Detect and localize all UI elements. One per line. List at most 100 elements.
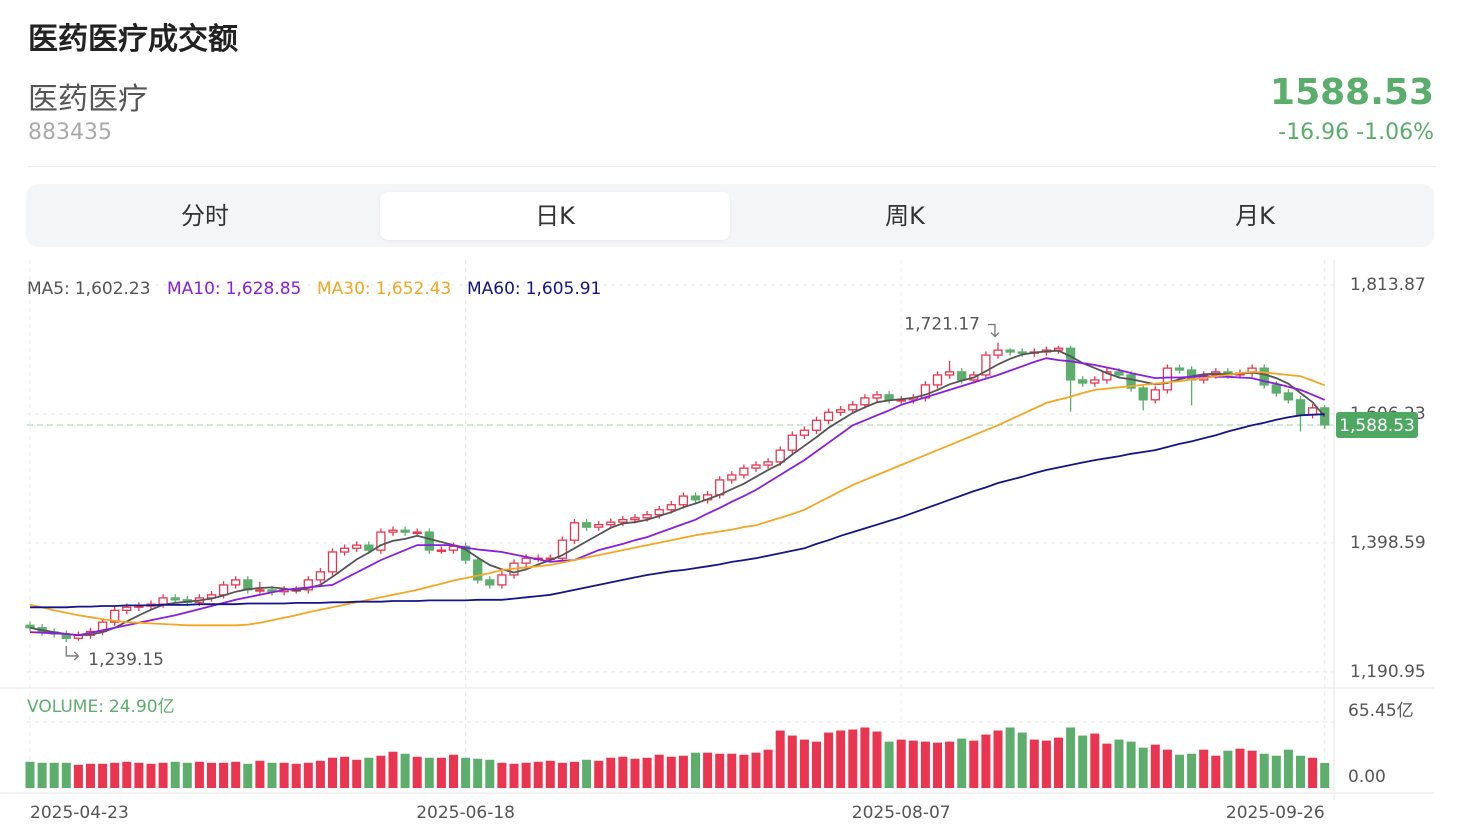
volume-bar: [799, 739, 809, 788]
tab-bar: 分时 日K 周K 月K: [26, 184, 1434, 247]
candle-body: [158, 597, 168, 605]
volume-bar: [908, 740, 918, 788]
min-label: 1,239.15: [88, 650, 164, 670]
volume-bar: [1114, 739, 1124, 788]
last-price-tag: [1336, 411, 1418, 438]
candle-body: [1102, 371, 1112, 381]
volume-bar: [1259, 753, 1269, 788]
candle-body: [787, 434, 797, 451]
candle-body: [110, 609, 120, 623]
volume-bar: [1199, 749, 1209, 788]
ma-line: [30, 413, 1325, 609]
candle-body: [231, 579, 241, 586]
tab[interactable]: 日K: [380, 191, 730, 240]
volume-bar: [824, 732, 834, 788]
volume-bar: [146, 763, 156, 788]
candle-body: [412, 531, 422, 534]
legend-value: 1,628.85: [226, 279, 302, 299]
volume-bar: [424, 757, 434, 788]
price: 1588.53: [1270, 72, 1434, 113]
tab[interactable]: 月K: [1235, 201, 1275, 230]
volume-name: VOLUME:: [27, 697, 104, 717]
volume-bar: [243, 763, 253, 788]
legend-entry: MA30: 1,652.43: [317, 279, 451, 299]
candle-body: [1162, 367, 1173, 391]
candle-body: [25, 624, 35, 629]
candle-body: [364, 544, 374, 551]
volume-bar: [570, 761, 579, 788]
candle-body: [1150, 389, 1160, 401]
volume-bar: [388, 751, 398, 788]
candle-body: [315, 571, 326, 581]
volume-bar: [860, 727, 870, 788]
candle-body: [848, 404, 858, 411]
volume-bar: [1187, 753, 1197, 788]
ma-line: [29, 370, 1326, 627]
volume-bar: [1271, 755, 1281, 788]
candle-body: [557, 539, 568, 559]
volume-bar: [376, 755, 386, 788]
volume-bar: [485, 759, 495, 788]
volume-bar: [606, 757, 616, 788]
candle-body: [1126, 374, 1136, 389]
volume-bar: [678, 755, 688, 788]
volume-bar: [1235, 748, 1245, 788]
x-tick-label: 2025-06-18: [416, 803, 515, 823]
candle-body: [339, 547, 350, 553]
volume-bar: [1029, 739, 1039, 788]
index-name: 医药医疗: [28, 82, 148, 117]
candle-body: [594, 524, 604, 528]
candle-body: [678, 495, 689, 506]
ma-line: [29, 357, 1326, 637]
volume-bar: [98, 763, 108, 788]
candle-body: [352, 544, 362, 549]
marker-arrow: [65, 645, 80, 661]
volume-bar: [666, 756, 676, 788]
volume-bar: [231, 761, 241, 788]
volume-bar: [1138, 747, 1148, 788]
candle-body: [473, 559, 483, 581]
candle-body: [884, 394, 894, 401]
volume-bar: [945, 741, 955, 788]
volume-bar: [328, 757, 337, 788]
volume-bar: [1017, 732, 1027, 788]
candle-body: [1005, 349, 1015, 353]
candle-body: [122, 606, 132, 612]
volume-bar: [1320, 762, 1330, 788]
volume-bar: [497, 762, 507, 788]
volume-bar: [1066, 727, 1076, 788]
legend-name: MA30:: [317, 279, 371, 299]
tab[interactable]: 周K: [885, 201, 925, 230]
volume-bar: [775, 730, 785, 788]
candle-body: [944, 371, 955, 376]
volume-bar: [981, 734, 991, 788]
tab[interactable]: 分时: [181, 201, 229, 230]
y-tick-label: 1,190.95: [1350, 662, 1426, 682]
volume-bar: [61, 762, 71, 788]
marker-arrow: [988, 323, 1000, 338]
candle-body: [497, 574, 507, 586]
volume-bar: [594, 760, 604, 788]
volume-bar: [473, 758, 483, 788]
candle-body: [1065, 347, 1076, 381]
volume-bar: [400, 753, 410, 788]
volume-bar: [1211, 755, 1221, 788]
change-pct: -1.06%: [1356, 120, 1434, 145]
candle-body: [1114, 371, 1124, 376]
volume-bar: [993, 730, 1003, 788]
candle-body: [823, 411, 834, 421]
volume-bar: [1054, 737, 1063, 788]
candle-body: [630, 517, 640, 521]
volume-bar: [1041, 740, 1051, 788]
y-tick-label: 1,813.87: [1350, 275, 1426, 295]
volume-bar: [545, 760, 555, 788]
candle-body: [521, 557, 531, 564]
volume-bar: [1283, 749, 1293, 788]
candle-body: [811, 419, 822, 431]
x-tick-label: 2025-04-23: [30, 803, 129, 823]
volume-bar: [509, 763, 519, 788]
volume-bar: [521, 762, 531, 788]
volume-bar: [1162, 749, 1172, 788]
candle-body: [775, 449, 785, 463]
